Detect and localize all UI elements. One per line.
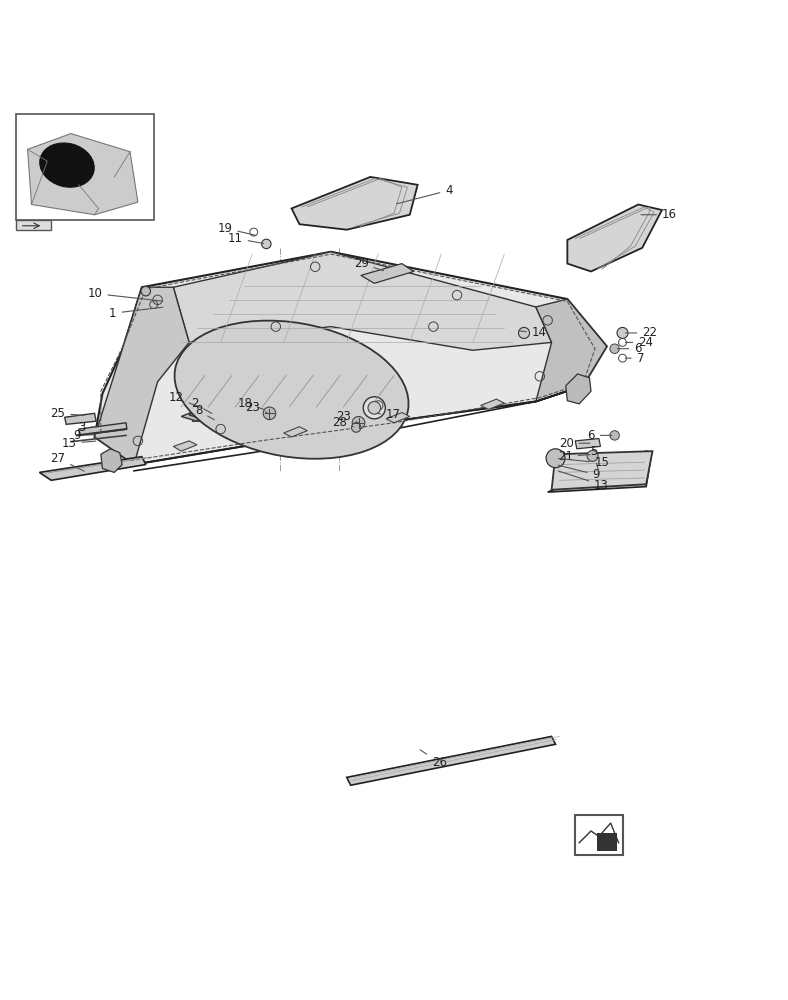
Text: 9: 9 <box>558 465 600 481</box>
Polygon shape <box>284 427 307 437</box>
Circle shape <box>610 344 619 353</box>
Polygon shape <box>95 287 189 465</box>
Bar <box>575 815 623 855</box>
Circle shape <box>587 450 598 461</box>
Polygon shape <box>258 404 272 415</box>
Polygon shape <box>347 736 556 785</box>
Text: 28: 28 <box>332 416 354 429</box>
Text: 25: 25 <box>50 407 84 420</box>
Polygon shape <box>361 264 414 283</box>
Polygon shape <box>292 177 418 230</box>
Polygon shape <box>536 299 607 401</box>
Text: 6: 6 <box>587 429 611 442</box>
Text: 23: 23 <box>336 410 359 423</box>
Polygon shape <box>79 423 127 435</box>
Text: 17: 17 <box>377 408 401 421</box>
Ellipse shape <box>175 321 408 459</box>
Circle shape <box>262 239 271 249</box>
Text: 9: 9 <box>73 429 95 442</box>
Text: 20: 20 <box>559 437 589 450</box>
Text: 6: 6 <box>618 342 642 355</box>
Circle shape <box>141 286 151 296</box>
Text: 10: 10 <box>87 287 162 301</box>
Text: 27: 27 <box>50 452 84 471</box>
Polygon shape <box>386 413 410 423</box>
Text: 3: 3 <box>78 421 95 434</box>
Polygon shape <box>567 205 662 271</box>
Bar <box>16 220 51 230</box>
Text: 2: 2 <box>191 397 212 414</box>
Polygon shape <box>173 441 197 451</box>
Polygon shape <box>552 451 652 490</box>
Polygon shape <box>189 399 244 425</box>
Text: 1: 1 <box>109 307 163 320</box>
Polygon shape <box>548 451 652 492</box>
Circle shape <box>546 449 565 468</box>
Text: 18: 18 <box>237 397 264 410</box>
Polygon shape <box>101 449 122 472</box>
Text: 14: 14 <box>519 326 547 339</box>
Polygon shape <box>559 465 646 487</box>
Circle shape <box>363 397 385 419</box>
Bar <box>597 833 617 851</box>
Circle shape <box>610 431 619 440</box>
Bar <box>16 114 154 220</box>
Polygon shape <box>39 457 146 480</box>
Text: 29: 29 <box>354 257 384 271</box>
Text: 23: 23 <box>245 401 267 414</box>
Text: 24: 24 <box>626 336 653 349</box>
Text: 21: 21 <box>558 450 589 463</box>
Text: 19: 19 <box>217 222 256 235</box>
Circle shape <box>263 407 276 420</box>
Polygon shape <box>95 252 607 465</box>
Text: 4: 4 <box>396 184 453 204</box>
Text: 12: 12 <box>169 391 203 408</box>
Text: 22: 22 <box>626 326 657 339</box>
Polygon shape <box>481 399 504 409</box>
Circle shape <box>368 402 381 414</box>
Text: 15: 15 <box>559 456 610 469</box>
Circle shape <box>519 327 530 338</box>
Polygon shape <box>28 134 138 215</box>
Polygon shape <box>575 439 600 449</box>
Polygon shape <box>65 413 96 424</box>
Text: 8: 8 <box>195 404 214 420</box>
Polygon shape <box>566 374 591 404</box>
Ellipse shape <box>39 143 95 187</box>
Text: 11: 11 <box>228 232 264 245</box>
Text: 7: 7 <box>626 352 645 365</box>
Circle shape <box>617 327 628 338</box>
Text: 26: 26 <box>420 750 447 769</box>
Text: 13: 13 <box>558 471 609 492</box>
Text: 13: 13 <box>61 437 95 450</box>
Text: 5: 5 <box>590 445 598 470</box>
Circle shape <box>352 416 365 429</box>
Circle shape <box>351 423 361 432</box>
Text: 16: 16 <box>641 208 677 221</box>
Polygon shape <box>173 252 552 350</box>
Polygon shape <box>181 398 244 421</box>
